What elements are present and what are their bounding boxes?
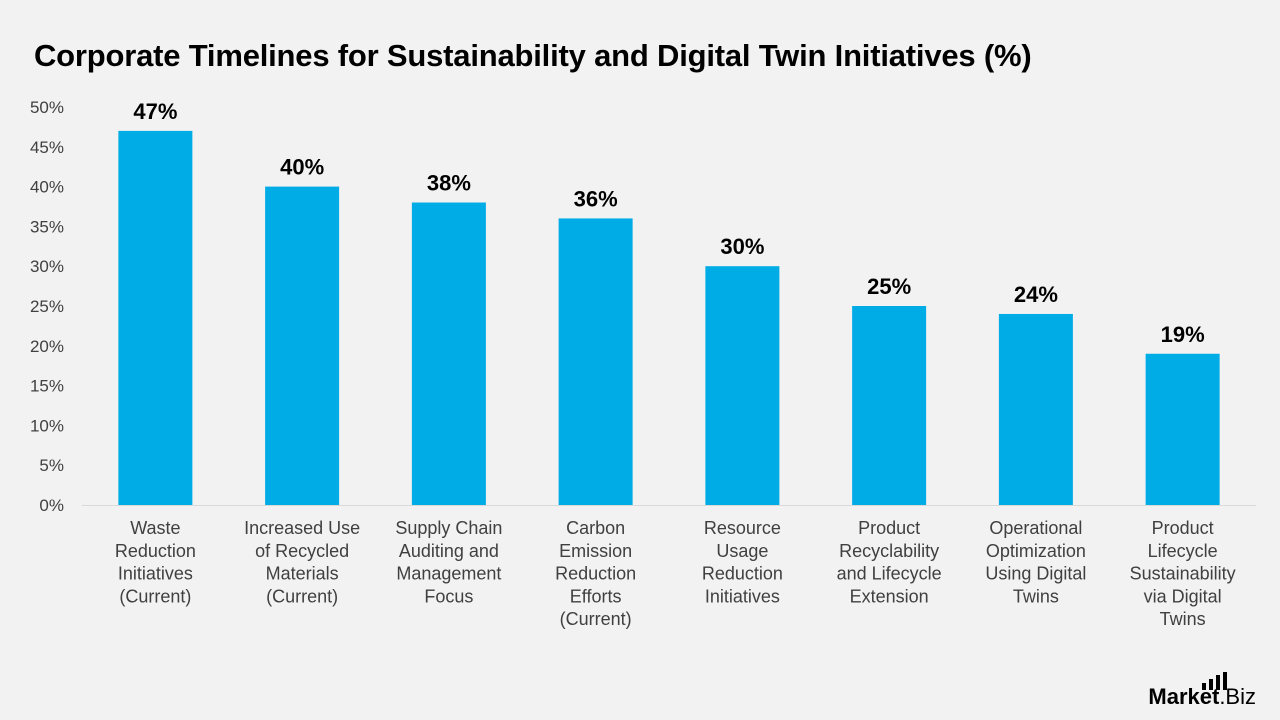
x-category-label-line: Optimization: [986, 541, 1086, 561]
x-category-label: Resource Usage Reduction Initiatives: [702, 518, 783, 606]
x-category-label-line: Usage: [716, 541, 768, 561]
logo-text: Market.Biz: [1148, 686, 1256, 708]
bar: [265, 186, 340, 505]
x-category-label-line: (Current): [266, 586, 338, 606]
bar-value-label: 40%: [280, 155, 324, 180]
logo-text-suffix: .Biz: [1219, 684, 1256, 709]
bar: [118, 130, 193, 505]
y-tick-label: 35%: [30, 217, 64, 236]
x-category-label-line: Emission: [559, 541, 632, 561]
x-category-label: Increased Use of Recycled Materials (Curren…: [244, 518, 360, 606]
bar-value-label: 38%: [427, 171, 471, 196]
y-tick-label: 40%: [30, 178, 64, 197]
x-category-label: Product Recyclability and Lifecycle Extensi…: [837, 518, 942, 606]
x-category-label: Operational Optimization Using Digital Twin…: [985, 518, 1086, 606]
x-category-label-line: Twins: [1160, 609, 1206, 629]
bar: [1145, 353, 1220, 505]
x-category-label-line: Resource: [704, 518, 781, 538]
bar-value-label: 36%: [574, 186, 618, 211]
x-category-label-line: Sustainability: [1130, 564, 1236, 584]
bar: [998, 313, 1073, 505]
x-category-label-line: Efforts: [570, 586, 622, 606]
x-category-label-line: Initiatives: [118, 564, 193, 584]
y-tick-label: 45%: [30, 138, 64, 157]
y-tick-label: 50%: [30, 98, 64, 117]
x-category-label-line: Supply Chain: [395, 518, 502, 538]
x-category-label-line: Lifecycle: [1148, 541, 1218, 561]
x-category-label: Supply Chain Auditing and Management Focus: [395, 518, 502, 606]
x-category-label-line: Materials: [266, 564, 339, 584]
bar-value-label: 24%: [1014, 282, 1058, 307]
x-category-label-line: Reduction: [115, 541, 196, 561]
x-category-label-line: Reduction: [702, 564, 783, 584]
x-category-label-line: (Current): [119, 586, 191, 606]
bar-chart-logo-icon: [1202, 672, 1227, 690]
bar-value-label: 25%: [867, 274, 911, 299]
y-tick-label: 5%: [39, 456, 64, 475]
x-category-label-line: Operational: [989, 518, 1082, 538]
x-category-label-line: Using Digital: [985, 564, 1086, 584]
x-category-label-line: Extension: [850, 586, 929, 606]
bar: [411, 202, 486, 505]
x-category-label: Waste Reduction Initiatives (Current): [115, 518, 196, 606]
bar-value-label: 19%: [1161, 322, 1205, 347]
y-tick-label: 20%: [30, 337, 64, 356]
y-tick-label: 25%: [30, 297, 64, 316]
x-category-label-line: and Lifecycle: [837, 564, 942, 584]
x-category-label: Product Lifecycle Sustainability via Digita…: [1130, 518, 1236, 629]
x-category-label-line: Reduction: [555, 564, 636, 584]
x-category-label-line: Product: [1152, 518, 1214, 538]
y-tick-label: 10%: [30, 416, 64, 435]
x-category-label-line: Product: [858, 518, 920, 538]
x-category-label-line: Carbon: [566, 518, 625, 538]
chart-title: Corporate Timelines for Sustainability a…: [34, 38, 1032, 73]
x-category-label-line: Increased Use: [244, 518, 360, 538]
bar-value-label: 47%: [133, 99, 177, 124]
x-category-label-line: Initiatives: [705, 586, 780, 606]
x-category-label-line: Twins: [1013, 586, 1059, 606]
bar: [558, 218, 633, 505]
x-category-label: Carbon Emission Reduction Efforts (Current): [555, 518, 636, 629]
x-category-label-line: Auditing and: [399, 541, 499, 561]
x-category-label-line: Focus: [424, 586, 473, 606]
marketbiz-logo: Market.Biz: [1148, 672, 1256, 708]
y-tick-label: 30%: [30, 257, 64, 276]
bar: [852, 306, 927, 505]
x-category-label-line: via Digital: [1144, 586, 1222, 606]
x-category-label-line: Waste: [130, 518, 180, 538]
x-category-label-line: (Current): [560, 609, 632, 629]
x-category-label-line: of Recycled: [255, 541, 349, 561]
y-tick-label: 15%: [30, 377, 64, 396]
x-category-label-line: Management: [396, 564, 501, 584]
logo-text-bold: Market: [1148, 684, 1220, 709]
bar: [705, 266, 780, 505]
y-tick-label: 0%: [39, 496, 64, 515]
x-category-label-line: Recyclability: [839, 541, 939, 561]
bar-value-label: 30%: [720, 234, 764, 259]
